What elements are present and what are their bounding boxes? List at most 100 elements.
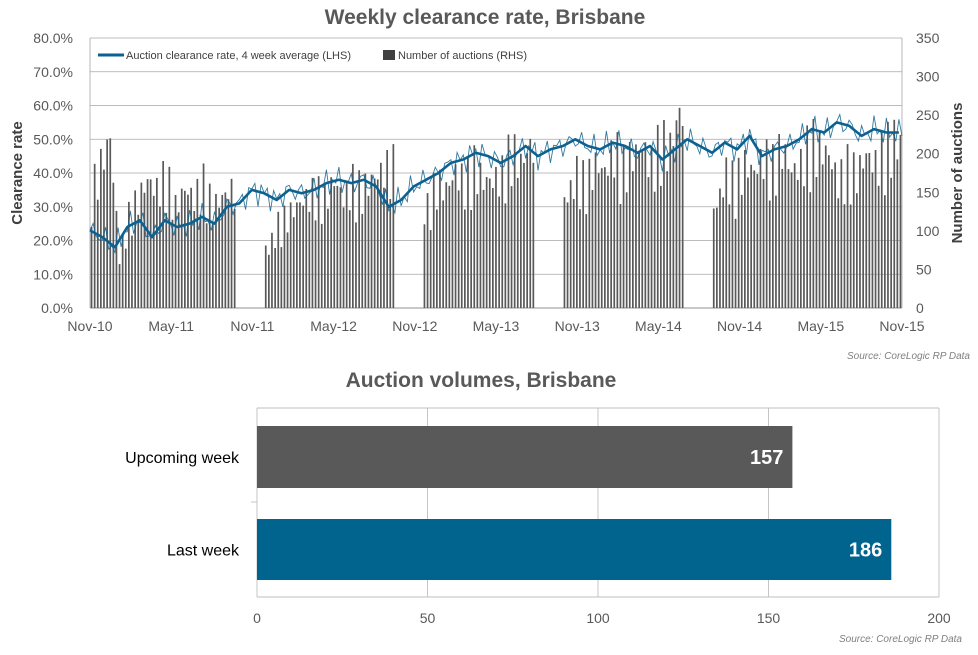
auction-bar [121,235,124,308]
auction-bar [834,162,837,308]
x-tick-label: May-12 [310,318,357,334]
y2-tick-label: 50 [916,261,932,277]
auction-bar [865,153,868,308]
x-tick-label: May-13 [473,318,520,334]
auction-bar [579,209,581,308]
auction-bar [884,195,886,308]
auction-bar [747,177,749,308]
auction-bar [778,134,781,308]
auction-bar [572,199,575,308]
auction-bar [327,208,329,308]
clearance-rate-line-layer [89,112,903,254]
auction-bar [193,211,196,308]
auction-bar [803,186,805,308]
auction-bar [451,180,454,308]
auction-bar [137,214,140,308]
auction-bar [734,218,737,308]
auction-bar [628,142,631,308]
auction-bar [224,192,227,308]
category-label: Last week [167,543,240,560]
auction-bar [355,222,357,308]
auction-bar [345,180,348,308]
auction-bar [146,179,149,308]
auction-bar [168,166,171,308]
auction-volumes-bars: 157 186 [257,426,892,580]
x-tick-label: 100 [586,610,610,626]
auction-bar [644,142,647,308]
category-label: Upcoming week [125,450,240,467]
auction-bar [862,168,865,308]
auction-bar [887,121,889,309]
auction-volume-bar [257,426,793,488]
auction-bar [492,188,494,308]
clearance-right-axis-label: Number of auctions [949,103,966,244]
auction-bar [454,164,457,308]
auction-bar [762,179,765,308]
auction-bar [837,198,840,308]
clearance-chart-source: Source: CoreLogic RP Data [847,351,970,362]
auction-bar [585,214,588,308]
clearance-left-axis-label: Clearance rate [9,121,26,224]
auction-bar [457,190,460,308]
x-tick-label: 50 [420,610,436,626]
auction-volume-bar [257,519,892,580]
auction-bar [233,209,236,308]
auction-bar [896,159,899,308]
auction-bar [672,146,675,308]
auction-bar [712,208,715,308]
auction-bar [678,107,681,308]
auction-bar [843,204,846,308]
auction-bar [516,177,519,308]
auction-bar [576,155,578,308]
auction-bar [442,200,445,308]
auction-bar [815,177,818,308]
y2-tick-label: 200 [916,146,940,162]
auction-bar [305,189,308,308]
auction-bar [831,169,833,308]
auction-bar [622,144,625,308]
y-tick-label: 10.0% [33,266,73,282]
legend-line-label: Auction clearance rate, 4 week average (… [126,50,351,62]
auction-bar [744,150,746,308]
x-tick-label: Nov-12 [392,318,437,334]
y2-tick-label: 250 [916,107,940,123]
auction-bar [302,205,305,308]
auction-bar [376,179,379,308]
auction-bar [149,179,152,308]
auction-bar [501,155,504,308]
auction-bar [532,162,535,308]
auction-bar [482,189,485,308]
auction-bar [641,151,644,308]
auction-volumes-x-ticks: 0 50 100 150 200 [253,610,951,626]
auction-bar [660,185,662,308]
auction-bar [426,193,429,308]
y-tick-label: 0.0% [41,300,73,316]
auction-bar [719,188,721,308]
auction-bar [613,177,616,308]
auction-bar [871,172,874,308]
auction-bar [737,157,740,308]
auction-bar [336,185,339,308]
auction-bar [669,132,672,308]
auction-bar [159,206,161,308]
clearance-chart-title: Weekly clearance rate, Brisbane [325,6,646,29]
auction-bar [339,187,342,308]
auction-bar [806,125,809,309]
x-tick-label: Nov-14 [717,318,762,334]
auction-bar [765,139,768,308]
auction-bar [264,245,267,308]
x-tick-label: 150 [757,610,781,626]
auction-bar [283,205,286,308]
auction-bar [271,232,273,308]
auction-bar [588,158,591,308]
auction-bar [859,155,861,308]
auction-bar [100,148,102,308]
auction-bar [759,148,762,308]
auction-bar [348,210,351,308]
auction-bar [165,212,168,308]
x-tick-label: May-14 [635,318,682,334]
legend-bar-swatch [383,50,395,60]
auction-bar [196,178,199,308]
auction-bar [296,202,298,308]
auction-bar [840,159,843,308]
